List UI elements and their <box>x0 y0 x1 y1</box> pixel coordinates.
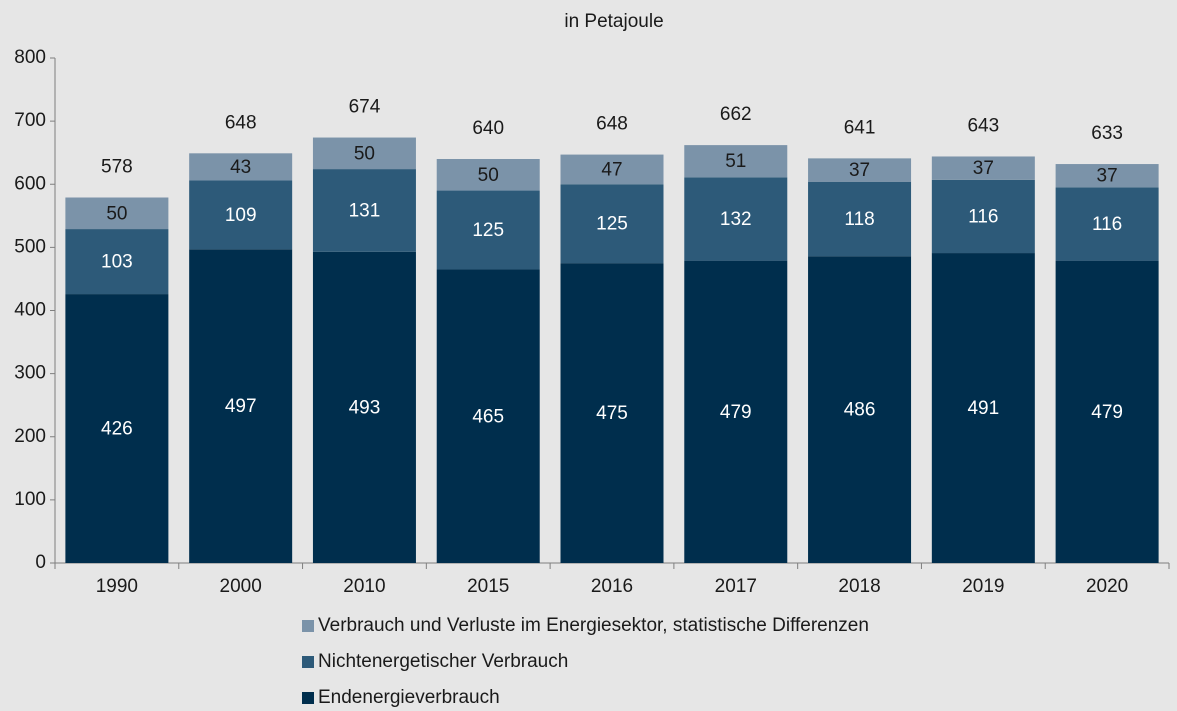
data-label: 479 <box>1091 402 1123 423</box>
bar-segment <box>1055 260 1159 563</box>
bar-segment <box>808 256 912 563</box>
total-label: 648 <box>596 114 628 135</box>
data-label: 50 <box>354 143 375 164</box>
y-tick-label: 600 <box>14 173 46 194</box>
data-label: 493 <box>349 397 381 418</box>
x-tick-label: 2010 <box>343 576 385 597</box>
data-label: 37 <box>849 160 870 181</box>
data-label: 491 <box>967 398 999 419</box>
data-label: 47 <box>601 159 622 180</box>
legend-label: Endenergieverbrauch <box>318 687 500 708</box>
data-label: 116 <box>1092 214 1122 235</box>
x-tick-label: 2017 <box>715 576 757 597</box>
data-label: 116 <box>968 206 998 227</box>
total-label: 648 <box>225 112 257 133</box>
bar-segment <box>808 158 912 182</box>
x-tick-label: 2020 <box>1086 576 1128 597</box>
bar-segment <box>684 260 788 563</box>
data-label: 486 <box>844 400 876 421</box>
total-label: 674 <box>349 97 381 118</box>
data-label: 132 <box>720 209 752 230</box>
data-label: 497 <box>225 396 257 417</box>
data-label: 50 <box>106 203 127 224</box>
bar-segment <box>65 229 169 295</box>
x-tick-label: 2000 <box>220 576 262 597</box>
bar-segment <box>436 269 540 563</box>
total-label: 578 <box>101 157 133 178</box>
x-tick-label: 2016 <box>591 576 633 597</box>
bar-segment <box>808 181 912 257</box>
y-tick-label: 0 <box>35 552 46 573</box>
bar-segment <box>312 169 416 252</box>
data-label: 125 <box>472 220 504 241</box>
total-label: 641 <box>844 117 876 138</box>
x-tick-label: 2019 <box>962 576 1004 597</box>
bar-segment <box>560 184 664 264</box>
bar-segment <box>931 156 1035 180</box>
bar-segment <box>560 263 664 563</box>
legend-swatch <box>302 620 314 632</box>
data-label: 109 <box>225 205 257 226</box>
legend-label: Nichtenergetischer Verbrauch <box>318 651 568 672</box>
y-tick-label: 800 <box>14 47 46 68</box>
bar-segment <box>436 159 540 191</box>
data-label: 131 <box>349 200 381 221</box>
chart-title: in Petajoule <box>564 11 663 32</box>
data-label: 50 <box>478 165 499 186</box>
x-tick-label: 2015 <box>467 576 509 597</box>
y-tick-label: 200 <box>14 426 46 447</box>
x-tick-label: 2018 <box>838 576 880 597</box>
data-label: 475 <box>596 403 628 424</box>
legend-swatch <box>302 656 314 668</box>
total-label: 640 <box>472 118 504 139</box>
bar-segment <box>312 251 416 563</box>
bar-segment <box>1055 164 1159 188</box>
data-label: 37 <box>1097 166 1118 187</box>
bar-segment <box>560 154 664 185</box>
bar-segment <box>1055 187 1159 261</box>
bar-segment <box>684 177 788 261</box>
total-label: 662 <box>720 104 752 125</box>
bar-segment <box>684 145 788 178</box>
x-tick-label: 1990 <box>96 576 138 597</box>
y-tick-label: 700 <box>14 110 46 131</box>
y-tick-label: 400 <box>14 300 46 321</box>
data-label: 43 <box>230 157 251 178</box>
y-tick-label: 500 <box>14 236 46 257</box>
bar-segment <box>189 249 293 564</box>
data-label: 479 <box>720 402 752 423</box>
legend-swatch <box>302 692 314 704</box>
total-label: 643 <box>967 115 999 136</box>
bar-segment <box>931 179 1035 254</box>
y-tick-label: 300 <box>14 363 46 384</box>
bar-segment <box>436 190 540 270</box>
bar-segment <box>65 294 169 563</box>
data-label: 103 <box>101 252 133 273</box>
bar-segment <box>65 197 169 230</box>
y-tick-label: 100 <box>14 489 46 510</box>
data-label: 37 <box>973 158 994 179</box>
total-label: 633 <box>1091 123 1123 144</box>
bar-segment <box>189 180 293 250</box>
data-label: 426 <box>101 419 133 440</box>
data-label: 465 <box>472 406 504 427</box>
data-label: 51 <box>725 151 746 172</box>
data-label: 118 <box>844 209 874 230</box>
bar-segment <box>312 137 416 170</box>
legend-label: Verbrauch und Verluste im Energiesektor,… <box>318 615 869 636</box>
bar-segment <box>189 153 293 181</box>
bar-segment <box>931 253 1035 563</box>
data-label: 125 <box>596 214 628 235</box>
